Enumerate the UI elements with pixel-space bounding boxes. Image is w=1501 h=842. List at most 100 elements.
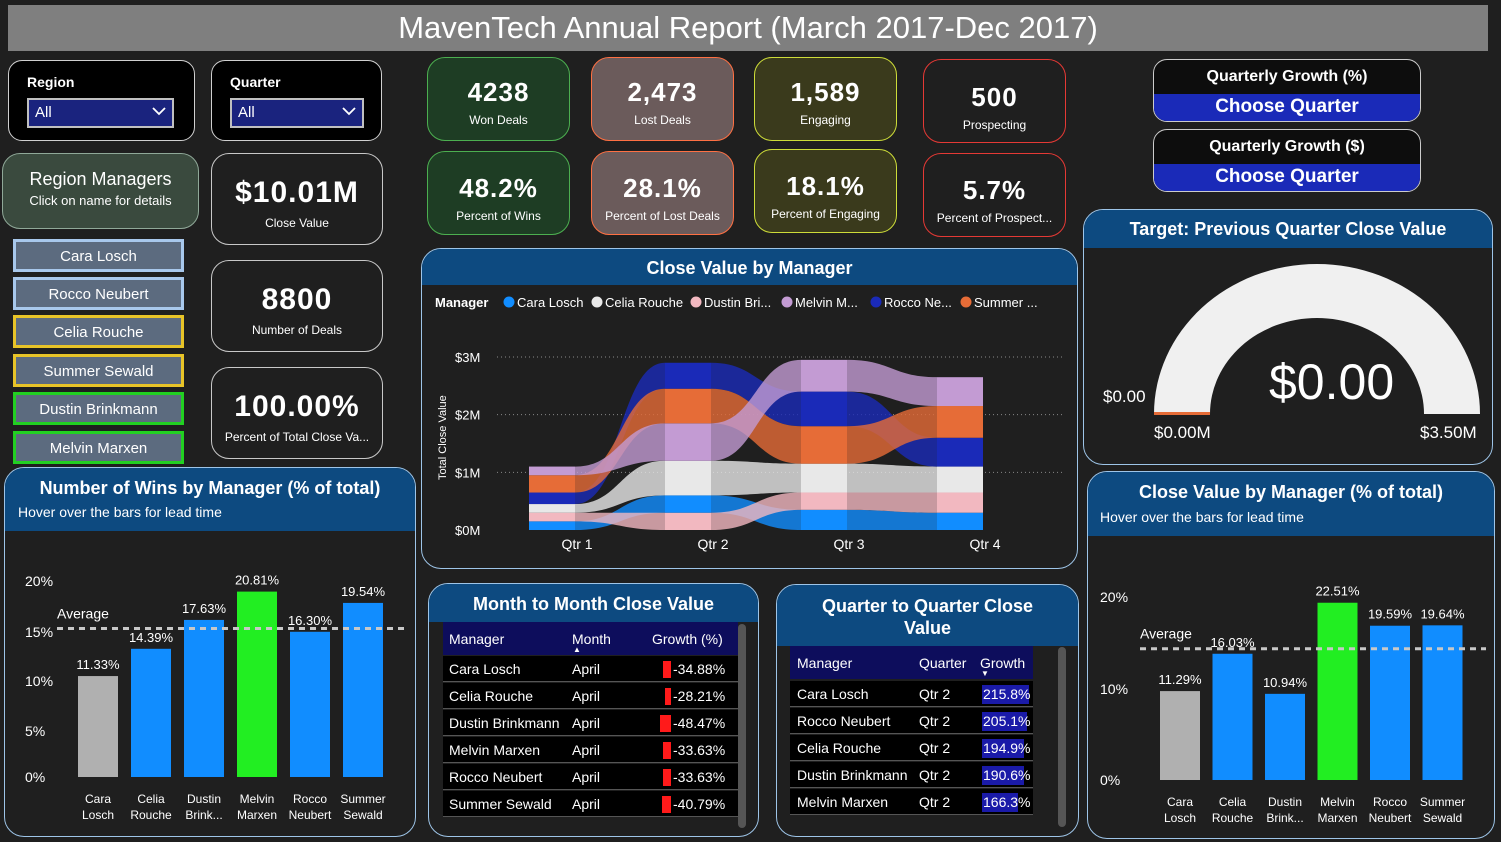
ribbon-segment[interactable] <box>937 437 983 467</box>
ribbon-band[interactable] <box>711 492 801 530</box>
header-month[interactable]: Month <box>572 631 611 647</box>
legend-label[interactable]: Dustin Bri... <box>704 295 771 310</box>
ribbon-segment[interactable] <box>801 463 847 493</box>
ribbon-segment[interactable] <box>937 377 983 407</box>
table-row[interactable]: Rocco Neubert April -33.63% <box>443 764 738 790</box>
manager-button[interactable]: Melvin Marxen <box>13 431 184 464</box>
header-growth[interactable]: Growth <box>980 655 1026 671</box>
ribbon-segment[interactable] <box>937 406 983 438</box>
legend-label[interactable]: Melvin M... <box>795 295 858 310</box>
ribbon-segment[interactable] <box>665 495 711 513</box>
ribbon-band[interactable] <box>575 512 665 530</box>
table-row[interactable]: Rocco Neubert Qtr 2 205.1% <box>790 708 1033 734</box>
ribbon-segment[interactable] <box>665 362 711 389</box>
ribbon-segment[interactable] <box>529 521 575 530</box>
wins-chart-title: Number of Wins by Manager (% of total) <box>39 478 381 498</box>
ribbon-band[interactable] <box>847 463 937 493</box>
header-manager[interactable]: Manager <box>449 631 505 647</box>
table-row[interactable]: Melvin Marxen Qtr 2 166.3% <box>790 789 1033 815</box>
close-pct-chart-header: Close Value by Manager (% of total) Hove… <box>1088 472 1494 536</box>
ribbon-segment[interactable] <box>529 475 575 493</box>
x-tick-label: Sewald <box>1423 811 1462 825</box>
region-dropdown[interactable]: All <box>27 98 174 128</box>
ribbon-segment[interactable] <box>665 512 711 530</box>
quarterly-growth-pct-button[interactable]: Quarterly Growth (%) Choose Quarter <box>1153 59 1421 122</box>
manager-button[interactable]: Dustin Brinkmann <box>13 392 184 425</box>
header-manager[interactable]: Manager <box>797 655 853 671</box>
quarterly-growth-dollar-button[interactable]: Quarterly Growth ($) Choose Quarter <box>1153 129 1421 192</box>
ribbon-band[interactable] <box>711 359 801 461</box>
ribbon-segment[interactable] <box>529 466 575 476</box>
table-row[interactable]: Cara Losch Qtr 2 215.8% <box>790 681 1033 707</box>
header-quarter[interactable]: Quarter <box>919 655 967 671</box>
manager-button[interactable]: Summer Sewald <box>13 354 184 387</box>
table-row[interactable]: Dustin Brinkmann April -48.47% <box>443 710 738 736</box>
bar[interactable] <box>343 602 383 777</box>
bar[interactable] <box>131 648 171 777</box>
ribbon-segment[interactable] <box>529 492 575 505</box>
bar[interactable] <box>1160 691 1200 780</box>
ribbon-segment[interactable] <box>801 509 847 530</box>
x-tick-label: Summer <box>1420 795 1465 809</box>
bar[interactable] <box>78 676 118 777</box>
growth-dollar-title: Quarterly Growth ($) <box>1209 138 1365 155</box>
ribbon-band[interactable] <box>711 388 801 464</box>
table-row[interactable]: Celia Rouche Qtr 2 194.9% <box>790 735 1033 761</box>
ribbon-band[interactable] <box>575 423 665 476</box>
month-table-scrollbar[interactable] <box>738 624 746 828</box>
legend-label[interactable]: Celia Rouche <box>605 295 683 310</box>
quarter-table-scrollbar[interactable] <box>1058 647 1066 827</box>
table-row[interactable]: Dustin Brinkmann Qtr 2 190.6% <box>790 762 1033 788</box>
bar[interactable] <box>1422 625 1463 780</box>
bar[interactable] <box>184 619 224 777</box>
header-growth[interactable]: Growth (%) <box>652 631 723 647</box>
manager-button[interactable]: Cara Losch <box>13 239 184 272</box>
quarter-table-title: Quarter to Quarter Close Value <box>777 585 1078 646</box>
ribbon-band[interactable] <box>847 492 937 513</box>
bar[interactable] <box>1212 653 1253 780</box>
quarter-dropdown[interactable]: All <box>230 98 364 128</box>
ribbon-segment[interactable] <box>529 504 575 513</box>
growth-cell: -48.47% <box>673 715 726 731</box>
region-dropdown-value: All <box>35 104 52 121</box>
ribbon-segment[interactable] <box>937 512 983 530</box>
ribbon-segment[interactable] <box>801 391 847 427</box>
bar[interactable] <box>1370 625 1410 780</box>
ribbon-band[interactable] <box>847 406 937 464</box>
bar[interactable] <box>1265 693 1305 780</box>
ribbon-segment[interactable] <box>665 423 711 461</box>
x-tick-label: Melvin <box>1320 795 1355 809</box>
legend-label[interactable]: Summer ... <box>974 295 1038 310</box>
x-tick-label: Sewald <box>343 808 382 822</box>
manager-button[interactable]: Rocco Neubert <box>13 277 184 310</box>
table-row[interactable]: Celia Rouche April -28.21% <box>443 683 738 709</box>
ribbon-band[interactable] <box>847 509 937 530</box>
ribbon-segment[interactable] <box>937 492 983 513</box>
manager-button[interactable]: Celia Rouche <box>13 315 184 348</box>
x-tick-label: Neubert <box>1369 811 1412 825</box>
x-tick-label: Rouche <box>1212 811 1254 825</box>
legend-label[interactable]: Cara Losch <box>517 295 583 310</box>
bar[interactable] <box>1317 602 1358 780</box>
ribbon-segment[interactable] <box>937 466 983 493</box>
ribbon-band[interactable] <box>711 460 801 496</box>
quarter-cell: Qtr 2 <box>919 794 951 810</box>
table-row[interactable]: Cara Losch April -34.88% <box>443 656 738 682</box>
ribbon-band[interactable] <box>847 359 937 407</box>
ribbon-segment[interactable] <box>801 492 847 510</box>
gauge-title: Target: Previous Quarter Close Value <box>1084 210 1492 248</box>
ribbon-band[interactable] <box>575 460 665 513</box>
bar[interactable] <box>290 631 330 777</box>
table-row[interactable]: Summer Sewald April -40.79% <box>443 791 738 817</box>
table-row[interactable]: Melvin Marxen April -33.63% <box>443 737 738 763</box>
ribbon-segment[interactable] <box>665 388 711 424</box>
ribbon-segment[interactable] <box>529 512 575 522</box>
legend-label[interactable]: Rocco Ne... <box>884 295 952 310</box>
pct-wins-label: Percent of Wins <box>456 209 541 223</box>
ribbon-segment[interactable] <box>665 460 711 496</box>
ribbon-segment[interactable] <box>801 426 847 464</box>
bar[interactable] <box>237 591 277 777</box>
x-tick-label: Brink... <box>185 808 222 822</box>
close-pct-chart-subtitle: Hover over the bars for lead time <box>1100 509 1304 525</box>
ribbon-segment[interactable] <box>801 359 847 392</box>
